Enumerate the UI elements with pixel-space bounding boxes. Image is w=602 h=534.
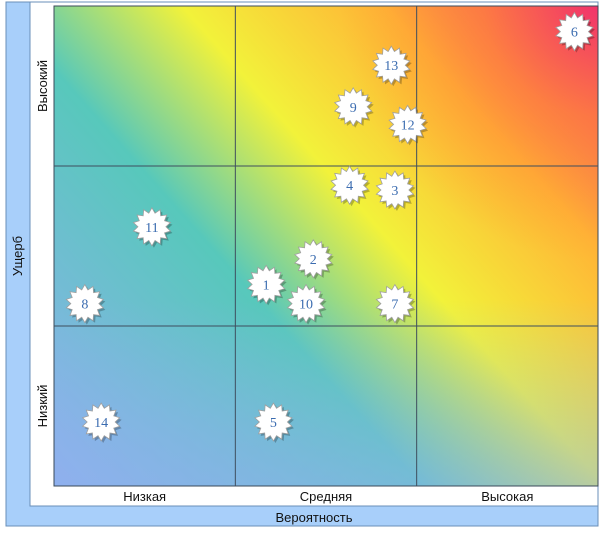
risk-label: 13	[384, 59, 398, 74]
risk-marker-4: 4	[330, 165, 371, 207]
risk-label: 2	[310, 253, 317, 268]
starburst-shape	[388, 104, 427, 145]
starburst-shape	[65, 283, 105, 324]
risk-marker-14: 14	[81, 402, 122, 443]
starburst-shape	[555, 11, 594, 52]
starburst-shape	[254, 402, 293, 442]
starburst-shape	[132, 207, 172, 247]
starburst-shape	[246, 264, 286, 305]
y-tick-label: Низкий	[35, 385, 50, 428]
risk-marker-13: 13	[371, 45, 412, 87]
x-axis-title: Вероятность	[276, 510, 353, 525]
risk-label: 9	[350, 101, 357, 116]
risk-marker-6: 6	[555, 11, 595, 53]
starburst-shape	[371, 45, 411, 85]
plot-border	[53, 5, 599, 487]
risk-label: 3	[391, 184, 398, 199]
starburst-shape	[294, 239, 333, 279]
y-tick-labels: Низкий Высокий	[35, 60, 50, 427]
risk-marker-3: 3	[375, 170, 416, 211]
starburst-shape	[333, 87, 373, 127]
risk-label: 6	[571, 26, 578, 41]
x-tick-label: Высокая	[481, 489, 533, 504]
plot-area	[53, 5, 599, 487]
starburst-shape	[375, 170, 415, 210]
risk-label: 1	[263, 278, 270, 293]
risk-marker-8: 8	[65, 283, 106, 325]
risk-marker-10: 10	[286, 283, 327, 325]
risk-label: 5	[270, 416, 277, 431]
plot-low-overlay	[54, 6, 598, 486]
starburst-shape	[286, 283, 326, 324]
risk-marker-12: 12	[388, 104, 429, 146]
x-tick-labels: Низкая Средняя Высокая	[123, 489, 533, 504]
x-tick-label: Низкая	[123, 489, 166, 504]
risk-label: 4	[346, 179, 353, 194]
starburst-shape	[330, 165, 369, 205]
risk-marker-9: 9	[333, 87, 374, 128]
grid-lines	[54, 6, 598, 486]
risk-label: 7	[391, 298, 398, 313]
risk-marker-7: 7	[375, 283, 416, 325]
risk-label: 8	[81, 298, 88, 313]
risk-label: 11	[145, 221, 158, 236]
risk-label: 10	[299, 298, 313, 313]
risk-marker-11: 11	[132, 207, 173, 248]
starburst-shape	[375, 283, 415, 324]
risk-marker-2: 2	[294, 239, 334, 280]
risk-label: 14	[94, 416, 108, 431]
risk-marker-1: 1	[246, 264, 287, 306]
y-tick-label: Высокий	[35, 60, 50, 112]
risk-label: 12	[401, 118, 415, 133]
x-tick-label: Средняя	[300, 489, 352, 504]
starburst-shape	[81, 402, 121, 442]
y-axis-title: Ущерб	[10, 236, 25, 276]
risk-marker-5: 5	[254, 402, 294, 443]
